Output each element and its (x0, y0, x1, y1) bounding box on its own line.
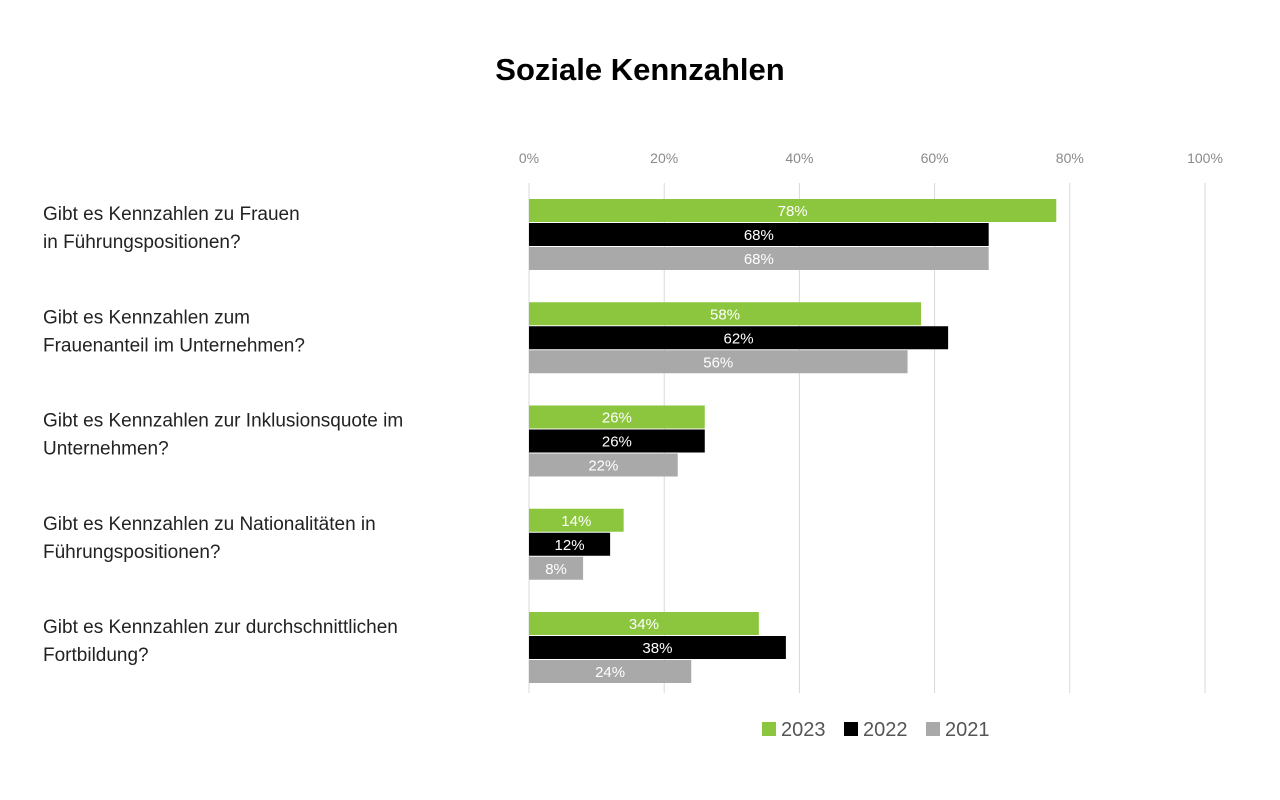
bar-2022 (529, 326, 949, 350)
bar-2023 (529, 199, 1057, 222)
x-tick-label: 40% (785, 150, 813, 166)
category-label: Gibt es Kennzahlen zu Frauen (43, 204, 300, 225)
category-labels: Gibt es Kennzahlen zu Frauen in Führungsp… (43, 204, 403, 666)
x-tick-label: 60% (921, 150, 949, 166)
bar-2021 (529, 350, 908, 374)
bar-value-label: 58% (710, 306, 740, 323)
category-label: Gibt es Kennzahlen zu Nationalitäten in (43, 514, 376, 535)
bar-value-label: 24% (595, 664, 625, 681)
legend-swatch-2022 (844, 722, 858, 736)
bar-2021 (529, 453, 678, 477)
category-label: Gibt es Kennzahlen zur durchschnittliche… (43, 617, 398, 638)
bar-value-label: 8% (545, 561, 567, 578)
category-label: Führungspositionen? (43, 542, 220, 563)
category-label: Unternehmen? (43, 439, 169, 460)
legend-swatch-2023 (762, 722, 776, 736)
bar-2022 (529, 429, 705, 453)
legend-label: 2022 (863, 719, 908, 741)
legend-label: 2021 (945, 719, 990, 741)
bar-value-label: 38% (642, 640, 672, 657)
category-label: Frauenanteil im Unternehmen? (43, 335, 305, 356)
bar-value-label: 22% (588, 458, 618, 475)
legend-swatch-2021 (926, 722, 940, 736)
category-label: Gibt es Kennzahlen zum (43, 307, 250, 328)
bar-2021 (529, 556, 584, 580)
bar-value-label: 68% (744, 227, 774, 244)
bar-2021 (529, 660, 692, 683)
x-tick-label: 0% (519, 150, 539, 166)
bar-value-label: 12% (555, 537, 585, 554)
bar-2021 (529, 247, 989, 270)
x-tick-label: 20% (650, 150, 678, 166)
bar-value-label: 62% (724, 330, 754, 347)
bar-2022 (529, 532, 611, 556)
bar-2023 (529, 508, 624, 532)
x-tick-label: 80% (1056, 150, 1084, 166)
x-tick-label: 100% (1187, 150, 1223, 166)
legend: 2023 2022 2021 (762, 719, 990, 741)
category-label: Fortbildung? (43, 645, 149, 666)
bar-value-label: 56% (703, 354, 733, 371)
category-label: in Führungspositionen? (43, 232, 241, 253)
bar-value-label: 34% (629, 616, 659, 633)
category-label: Gibt es Kennzahlen zur Inklusionsquote i… (43, 411, 403, 432)
bars: 78%68%68%58%62%56%26%26%22%14%12%8%34%38… (529, 199, 1057, 683)
legend-label: 2023 (781, 719, 826, 741)
bar-2022 (529, 223, 989, 246)
chart-title: Soziale Kennzahlen (495, 52, 785, 87)
bar-value-label: 14% (561, 513, 591, 530)
bar-value-label: 78% (778, 203, 808, 220)
bar-value-label: 68% (744, 251, 774, 268)
bar-value-label: 26% (602, 410, 632, 427)
bar-2023 (529, 612, 759, 635)
bar-2023 (529, 405, 705, 429)
bar-value-label: 26% (602, 434, 632, 451)
x-axis-ticks: 0% 20% 40% 60% 80% 100% (519, 150, 1223, 166)
bar-2022 (529, 636, 786, 659)
bar-2023 (529, 302, 922, 326)
